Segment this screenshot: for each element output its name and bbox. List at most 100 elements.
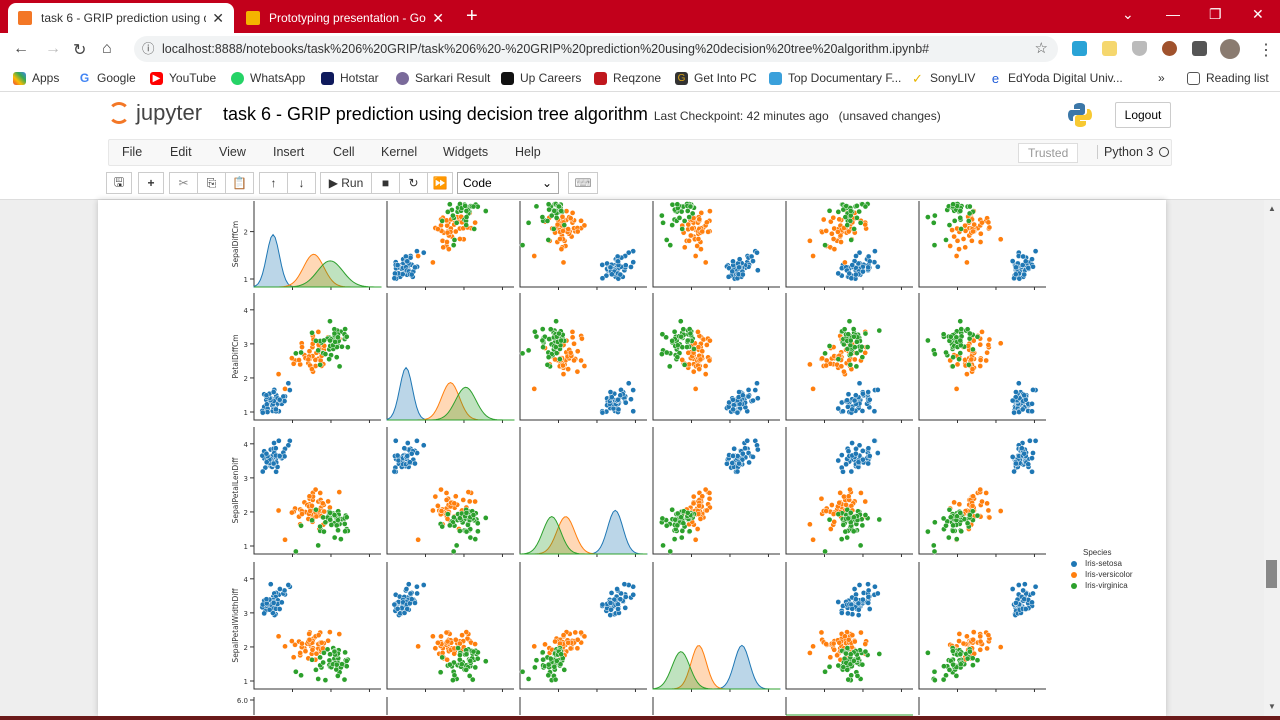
logout-button[interactable]: Logout (1115, 102, 1171, 128)
jupyter-logo[interactable]: jupyter (108, 100, 202, 126)
scatter-point (674, 522, 681, 529)
scroll-down-icon[interactable]: ▼ (1268, 702, 1276, 711)
scatter-point (608, 590, 615, 596)
scatter-point (1022, 581, 1028, 588)
menu-kernel[interactable]: Kernel (381, 145, 418, 159)
scatter-point (823, 362, 830, 369)
bookmark-apps[interactable]: Apps (13, 71, 59, 85)
scatter-point (849, 632, 856, 638)
forward-icon[interactable]: → (45, 40, 61, 57)
scatter-point (843, 650, 849, 657)
save-button[interactable]: 🖫 (106, 172, 132, 194)
restore-button[interactable]: ❐ (1209, 6, 1222, 22)
scatter-point (864, 344, 871, 350)
scrollbar-thumb[interactable] (1266, 560, 1277, 588)
close-icon[interactable]: ✕ (212, 9, 224, 26)
bookmark-whatsapp[interactable]: WhatsApp (231, 71, 305, 85)
avatar[interactable] (1220, 39, 1240, 59)
scatter-point (324, 646, 331, 653)
scatter-point (676, 215, 683, 221)
menu-view[interactable]: View (219, 145, 246, 159)
subplot (253, 293, 381, 423)
scatter-point (956, 246, 962, 252)
bookmark-up-careers[interactable]: Up Careers (501, 71, 581, 85)
bookmark-star-icon[interactable]: ☆ (1034, 40, 1048, 57)
menu-kebab-icon[interactable]: ⋮ (1258, 42, 1274, 59)
scatter-point (659, 351, 665, 357)
insert-cell-button[interactable]: + (138, 172, 164, 194)
more-bookmarks-button[interactable]: » (1158, 71, 1165, 85)
scatter-point (544, 361, 551, 368)
scatter-point (845, 493, 852, 500)
scatter-point (312, 486, 319, 493)
notebook-title[interactable]: task 6 - GRIP prediction using decision … (223, 104, 648, 124)
scatter-point (327, 516, 334, 523)
close-window-button[interactable]: ✕ (1252, 6, 1264, 22)
close-icon[interactable]: ✕ (432, 9, 444, 26)
info-icon[interactable]: ⓘ (142, 42, 155, 56)
tab-slides[interactable]: Prototyping presentation - Goog ✕ (236, 3, 454, 33)
trusted-badge[interactable]: Trusted (1018, 143, 1079, 163)
bookmark-sonyliv[interactable]: ✓ SonyLIV (912, 70, 976, 86)
home-icon[interactable]: ⌂ (102, 40, 112, 57)
scroll-up-icon[interactable]: ▲ (1268, 204, 1276, 213)
bookmark-hotstar[interactable]: Hotstar (321, 71, 379, 85)
scatter-point (333, 666, 340, 673)
extension-icon[interactable] (1072, 41, 1087, 56)
menu-cell[interactable]: Cell (333, 145, 355, 159)
cookie-icon[interactable] (1162, 41, 1177, 56)
minimize-button[interactable]: — (1166, 6, 1180, 22)
restart-run-all-button[interactable]: ⏩ (427, 172, 453, 194)
bookmark-google[interactable]: G Google (79, 70, 136, 85)
axis-line (785, 427, 913, 555)
back-icon[interactable]: ← (13, 40, 29, 57)
menu-widgets[interactable]: Widgets (443, 145, 489, 159)
scatter-point (986, 224, 993, 231)
bookmark-youtube[interactable]: ▶ YouTube (150, 71, 216, 85)
reload-icon[interactable]: ↻ (73, 42, 87, 59)
scatter-point (690, 493, 697, 500)
menu-file[interactable]: File (122, 145, 143, 159)
scatter-point (855, 606, 862, 613)
scatter-point (856, 249, 863, 256)
scatter-point (686, 214, 693, 220)
scatter-point (560, 632, 567, 638)
shield-icon[interactable] (1132, 41, 1147, 56)
tab-search-icon[interactable]: ⌄ (1122, 6, 1134, 22)
scatter-point (460, 497, 467, 503)
scatter-point (1012, 271, 1019, 278)
scatter-point (947, 333, 954, 340)
reading-list-button[interactable]: Reading list (1187, 71, 1269, 85)
menu-edit[interactable]: Edit (170, 145, 192, 159)
scatter-point (289, 638, 295, 644)
bookmark-get-into-pc[interactable]: G Get Into PC (675, 71, 757, 85)
page-scrollbar[interactable]: ▲ ▼ (1264, 200, 1280, 716)
scatter-point (746, 459, 752, 466)
keyboard-shortcuts-button[interactable]: ⌨ (568, 172, 598, 194)
scatter-point (970, 662, 976, 668)
scatter-point (469, 676, 476, 683)
scatter-point (438, 486, 444, 493)
cell-type-select[interactable]: Code ⌄ (457, 172, 559, 194)
menu-help[interactable]: Help (515, 145, 541, 159)
scatter-point (313, 513, 320, 520)
notes-extension-icon[interactable] (1102, 41, 1117, 56)
bookmark-sarkari-result[interactable]: Sarkari Result (396, 71, 490, 85)
tab-notebook[interactable]: task 6 - GRIP prediction using de ✕ (8, 3, 234, 33)
bookmark-reqzone[interactable]: Reqzone (594, 71, 661, 85)
y-tick-label: 2 (244, 375, 248, 383)
bookmark-top-documentary[interactable]: Top Documentary F... (769, 71, 901, 85)
paste-button[interactable]: 📋 (225, 172, 254, 194)
extensions-puzzle-icon[interactable] (1192, 41, 1207, 56)
legend-title: Species (1083, 548, 1112, 557)
url-input[interactable]: ⓘ localhost:8888/notebooks/task%206%20GR… (134, 36, 1058, 62)
menubar: File Edit View Insert Cell Kernel Widget… (108, 139, 1172, 166)
scatter-point (405, 581, 412, 588)
menu-insert[interactable]: Insert (273, 145, 305, 159)
move-down-button[interactable]: ↓ (287, 172, 316, 194)
new-tab-button[interactable]: + (466, 5, 478, 27)
scatter-point (439, 654, 446, 661)
scatter-point (1013, 264, 1019, 271)
scatter-point (854, 673, 861, 679)
bookmark-edyoda[interactable]: e EdYoda Digital Univ... (989, 71, 1123, 85)
